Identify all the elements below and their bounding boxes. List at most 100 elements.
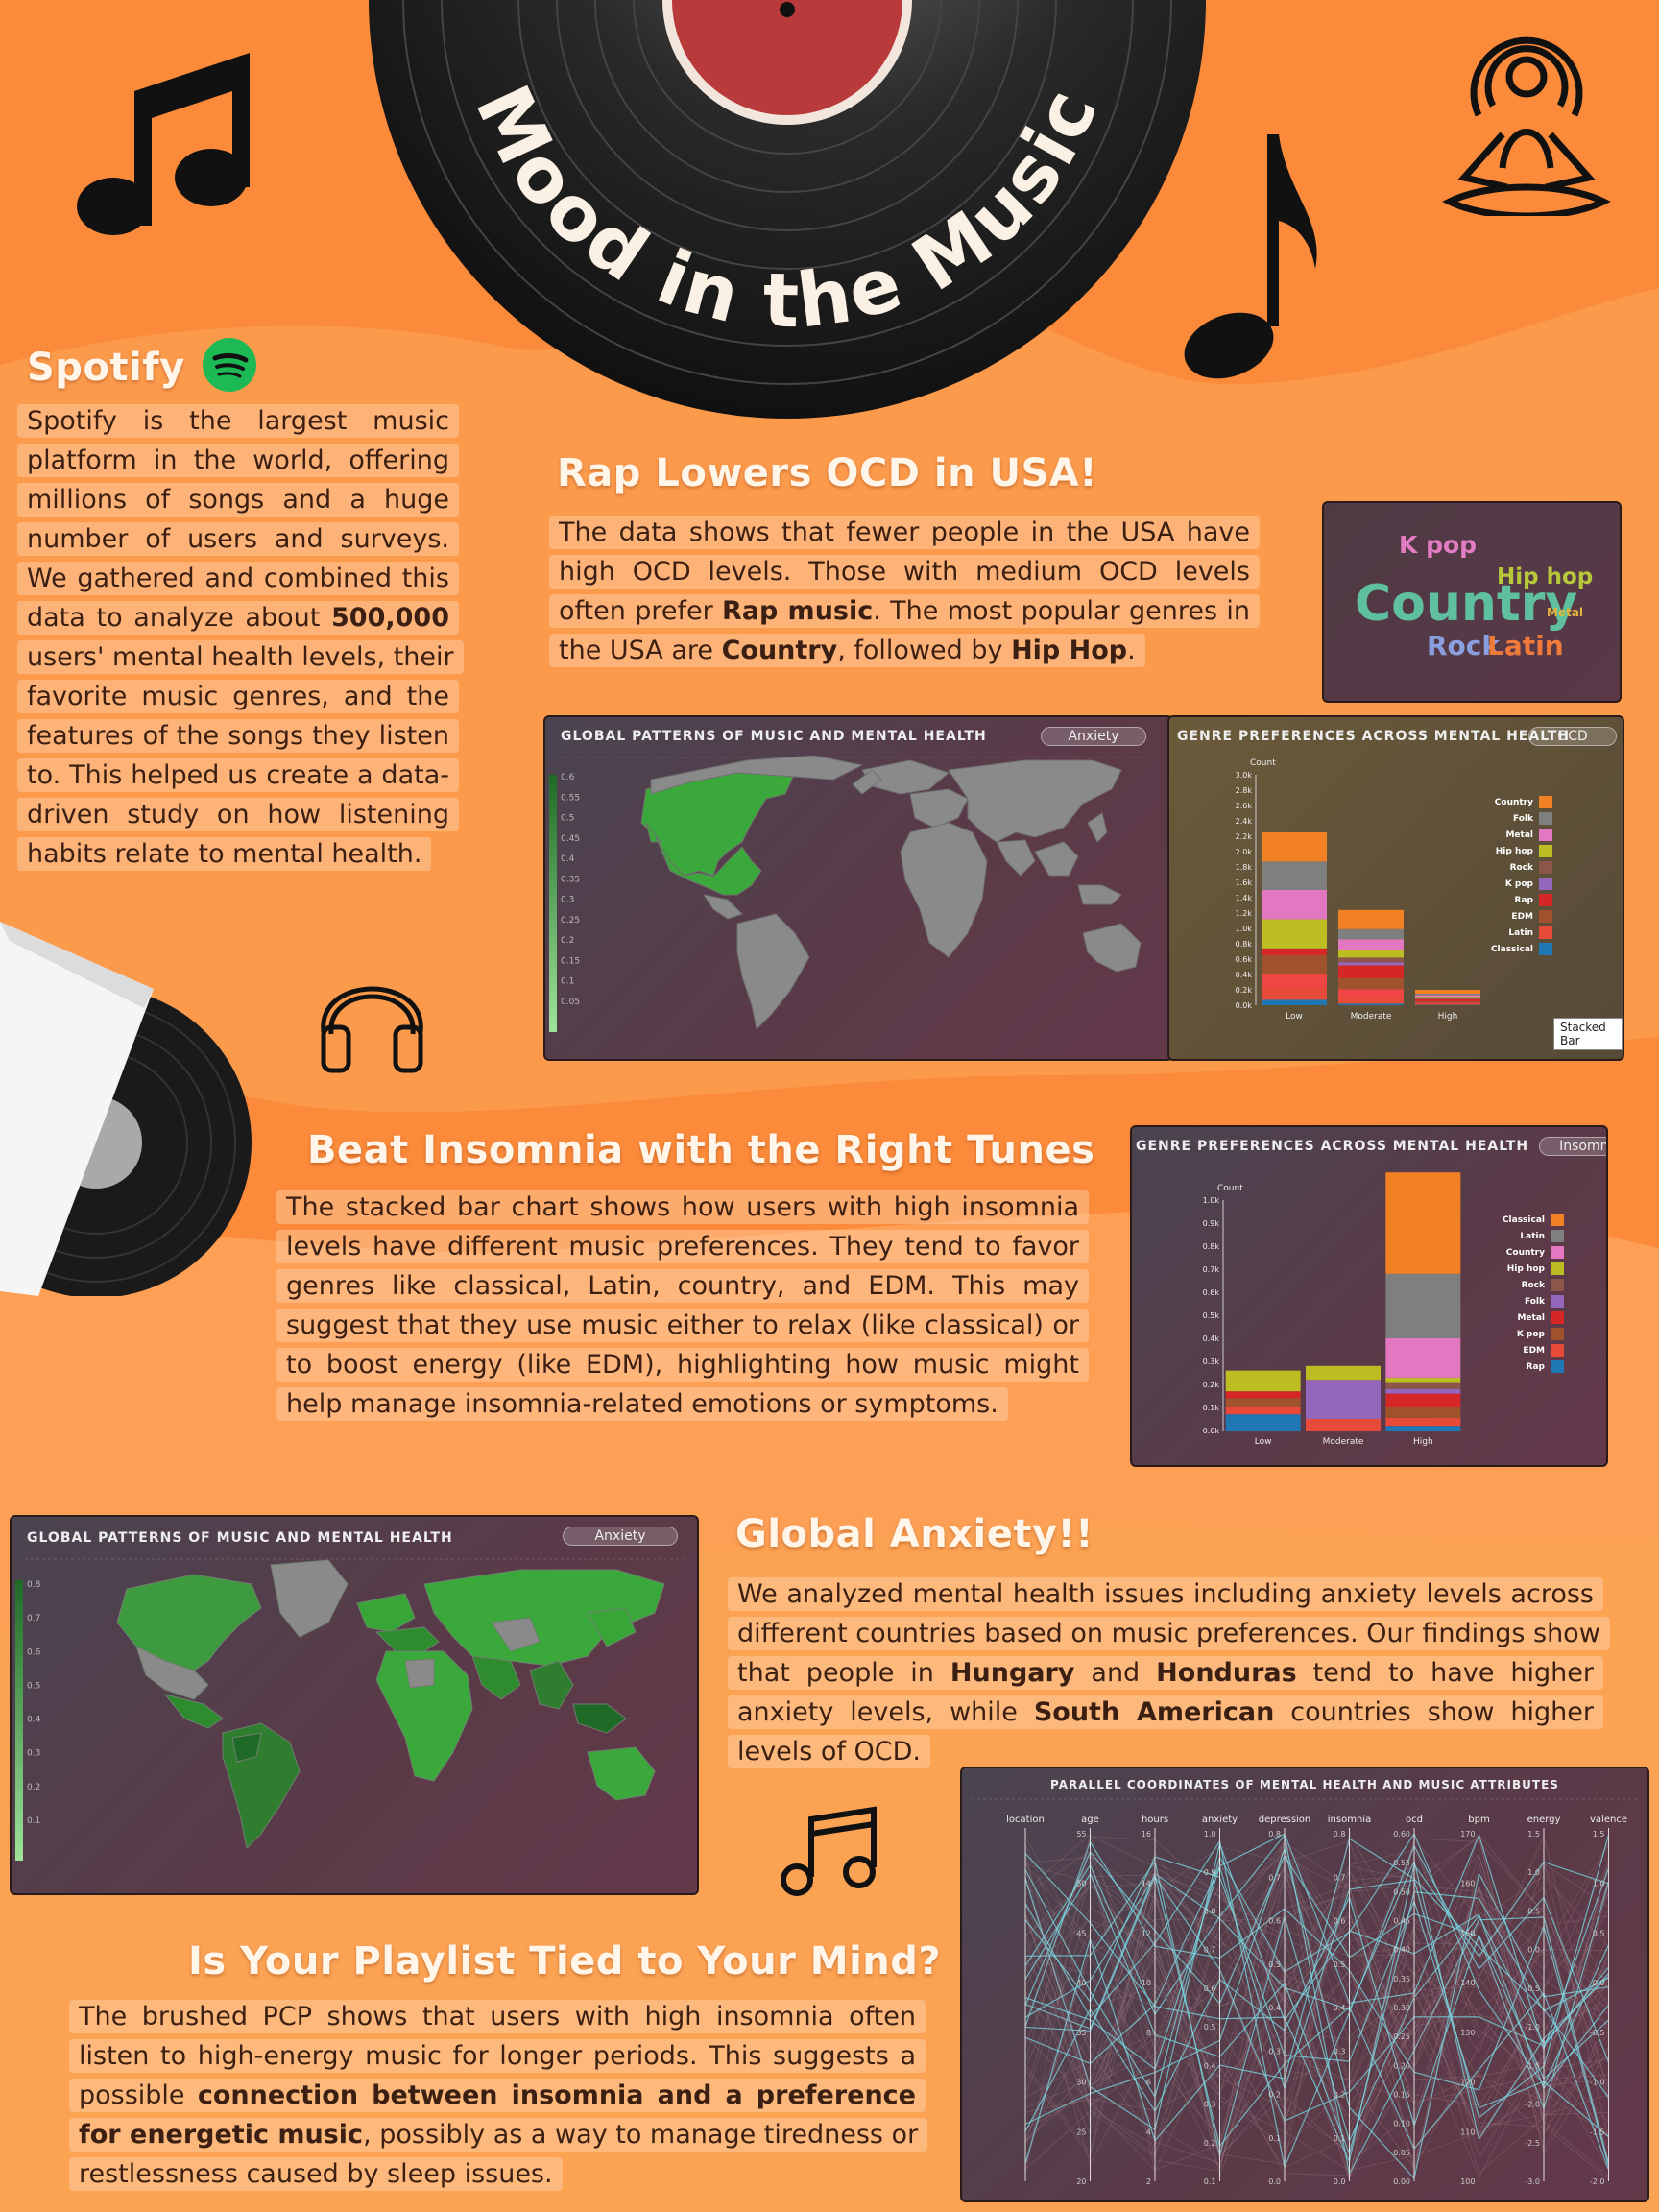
pcp-line[interactable]	[1024, 1863, 1609, 2156]
bar-segment[interactable]	[1415, 990, 1480, 994]
pcp-line[interactable]	[1024, 1866, 1609, 2154]
pcp-line[interactable]	[1024, 1834, 1609, 2163]
bar-segment[interactable]	[1262, 955, 1327, 974]
bar-segment[interactable]	[1262, 948, 1327, 955]
pcp-line[interactable]	[1024, 1833, 1609, 2097]
map-world-metric-dropdown[interactable]: Anxiety	[563, 1527, 678, 1546]
bar-segment[interactable]	[1262, 988, 1327, 1000]
pcp-line[interactable]	[1024, 1861, 1609, 2166]
pcp-line[interactable]	[1024, 1835, 1609, 2176]
bar-segment[interactable]	[1415, 1003, 1480, 1005]
pcp-line[interactable]	[1024, 1837, 1609, 2136]
bar-segment[interactable]	[1385, 1388, 1461, 1394]
bar-segment[interactable]	[1225, 1407, 1301, 1415]
pcp-line[interactable]	[1024, 1868, 1609, 2119]
pcp-line[interactable]	[1024, 1857, 1609, 2173]
bar-segment[interactable]	[1338, 978, 1404, 990]
pcp-line[interactable]	[1024, 1879, 1609, 2171]
pcp-line[interactable]	[1024, 1838, 1609, 2164]
pcp-line[interactable]	[1024, 1842, 1609, 2080]
pcp-line[interactable]	[1024, 1885, 1609, 2005]
insomnia-metric-dropdown[interactable]: Insomnia	[1539, 1137, 1606, 1156]
bar-segment[interactable]	[1385, 1172, 1461, 1274]
pcp-line[interactable]	[1024, 1840, 1609, 2128]
pcp-line[interactable]	[1024, 1838, 1609, 2108]
ocd-metric-dropdown[interactable]: OCD	[1528, 727, 1617, 746]
bar-segment[interactable]	[1338, 957, 1404, 963]
pcp-line[interactable]	[1024, 1863, 1609, 2164]
bar-segment[interactable]	[1262, 832, 1327, 862]
pcp-line[interactable]	[1024, 1841, 1609, 2147]
bar-segment[interactable]	[1338, 1003, 1404, 1005]
chart-type-label[interactable]: Stacked Bar	[1553, 1018, 1623, 1050]
pcp-line[interactable]	[1024, 1851, 1609, 2032]
pcp-line[interactable]	[1024, 1859, 1609, 2174]
bar-segment[interactable]	[1225, 1391, 1301, 1399]
pcp-line[interactable]	[1024, 1836, 1609, 2180]
pcp-line[interactable]	[1024, 1850, 1609, 2172]
bar-segment[interactable]	[1338, 939, 1404, 950]
bar-segment[interactable]	[1385, 1273, 1461, 1338]
pcp-line[interactable]	[1024, 1856, 1609, 2138]
bar-segment[interactable]	[1262, 861, 1327, 890]
pcp-line[interactable]	[1024, 1867, 1609, 2156]
pcp-line[interactable]	[1024, 1842, 1609, 2145]
bar-segment[interactable]	[1306, 1380, 1381, 1419]
pcp-line[interactable]	[1024, 1874, 1609, 2149]
bar-segment[interactable]	[1385, 1377, 1461, 1382]
bar-segment[interactable]	[1262, 890, 1327, 920]
pcp-line[interactable]	[1024, 1872, 1609, 2156]
bar-segment[interactable]	[1338, 998, 1404, 1004]
bar-segment[interactable]	[1338, 909, 1404, 929]
pcp-line[interactable]	[1024, 1850, 1609, 2175]
bar-segment[interactable]	[1262, 919, 1327, 949]
bar-segment[interactable]	[1385, 1417, 1461, 1427]
bar-segment[interactable]	[1385, 1382, 1461, 1389]
pcp-line[interactable]	[1024, 1957, 1609, 2150]
bar-segment[interactable]	[1338, 989, 1404, 998]
pcp-line[interactable]	[1024, 1842, 1609, 2150]
bar-segment[interactable]	[1415, 998, 1480, 1001]
bar-segment[interactable]	[1225, 1398, 1301, 1407]
bar-segment[interactable]	[1306, 1365, 1381, 1381]
pcp-line[interactable]	[1024, 1895, 1609, 2132]
map-usa-metric-dropdown[interactable]: Anxiety	[1041, 727, 1146, 746]
bar-segment[interactable]	[1385, 1393, 1461, 1407]
pcp-line[interactable]	[1024, 1853, 1609, 2164]
bar-segment[interactable]	[1415, 995, 1480, 998]
bar-segment[interactable]	[1415, 1002, 1480, 1004]
pcp-line[interactable]	[1024, 1846, 1609, 2180]
pcp-line[interactable]	[1024, 1866, 1609, 2171]
bar-segment[interactable]	[1385, 1426, 1461, 1431]
pcp-line[interactable]	[1024, 1977, 1609, 2179]
bar-segment[interactable]	[1338, 962, 1404, 966]
pcp-line[interactable]	[1024, 1912, 1609, 2170]
pcp-line[interactable]	[1024, 1841, 1609, 2131]
pcp-line[interactable]	[1024, 1864, 1609, 2111]
bar-segment[interactable]	[1415, 997, 1480, 998]
bar-segment[interactable]	[1338, 928, 1404, 940]
pcp-line[interactable]	[1024, 1838, 1609, 2165]
bar-segment[interactable]	[1415, 1001, 1480, 1003]
pcp-line[interactable]	[1024, 1880, 1609, 2103]
bar-segment[interactable]	[1385, 1338, 1461, 1378]
pcp-line[interactable]	[1024, 1915, 1609, 2166]
bar-segment[interactable]	[1338, 965, 1404, 978]
pcp-line[interactable]	[1024, 1905, 1609, 2118]
pcp-line[interactable]	[1024, 1894, 1609, 2171]
bar-segment[interactable]	[1338, 950, 1404, 958]
bar-segment[interactable]	[1225, 1414, 1301, 1431]
pcp-line[interactable]	[1024, 1833, 1610, 2176]
pcp-line[interactable]	[1024, 1880, 1609, 2171]
bar-segment[interactable]	[1385, 1407, 1461, 1418]
pcp-line[interactable]	[1024, 1833, 1609, 2176]
pcp-line[interactable]	[1024, 1858, 1609, 2075]
pcp-line[interactable]	[1024, 1834, 1609, 2180]
bar-segment[interactable]	[1262, 999, 1327, 1005]
bar-segment[interactable]	[1306, 1419, 1381, 1431]
pcp-line[interactable]	[1024, 1833, 1610, 2064]
bar-segment[interactable]	[1262, 974, 1327, 989]
pcp-line[interactable]	[1024, 1850, 1610, 2111]
bar-segment[interactable]	[1415, 994, 1480, 996]
pcp-line[interactable]	[1024, 1869, 1609, 2136]
